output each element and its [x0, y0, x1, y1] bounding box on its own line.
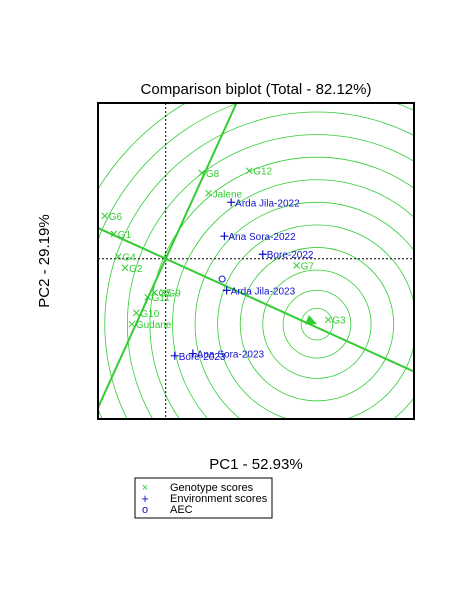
genotype-label: G3 — [332, 316, 346, 327]
genotype-label: G11 — [152, 293, 171, 304]
genotype-label: G8 — [206, 169, 220, 180]
legend-environment-symbol: + — [141, 491, 149, 506]
genotype-label: Jalene — [213, 189, 243, 200]
legend-genotype-symbol: × — [142, 482, 148, 494]
genotype-label: G4 — [122, 252, 136, 263]
genotype-point — [205, 189, 212, 197]
aec-abscissa-line — [98, 226, 414, 373]
genotype-point — [101, 212, 109, 220]
genotype-point — [160, 289, 167, 296]
aec-point-marker — [218, 275, 226, 283]
legend-aec-label: AEC — [170, 504, 193, 516]
environment-label: Ana Sora-2022 — [228, 232, 296, 243]
genotype-point — [114, 253, 122, 260]
y-axis-label: PC2 - 29.19% — [36, 214, 53, 307]
concentric-circle — [300, 308, 334, 341]
concentric-circle — [262, 269, 372, 379]
genotype-point — [144, 293, 152, 301]
genotype-label: G10 — [140, 309, 159, 320]
concentric-circle — [239, 247, 395, 402]
genotype-point — [245, 167, 253, 175]
environment-label: Bore-2023 — [179, 352, 226, 363]
genotype-point — [128, 320, 136, 328]
genotype-label: G1 — [118, 230, 132, 241]
environment-point — [188, 349, 197, 358]
legend-genotype-label: Genotype scores — [170, 482, 254, 494]
environment-point — [222, 286, 231, 295]
plot-frame — [97, 102, 415, 420]
legend-box — [134, 477, 273, 519]
genotype-label: Gudane — [136, 320, 172, 331]
genotype-point — [151, 289, 158, 296]
environment-point — [170, 351, 179, 360]
genotype-label: G12 — [253, 167, 272, 178]
concentric-circle — [172, 179, 414, 419]
genotype-point — [133, 309, 140, 317]
legend-aec-symbol: o — [142, 504, 148, 516]
genotype-point — [198, 169, 206, 177]
concentric-circle — [149, 156, 414, 419]
x-axis-label: PC1 - 52.93% — [209, 456, 302, 473]
genotype-point — [324, 316, 332, 324]
plot-area: G12G8JaleneG6G1G4G2G5G9G11G10GudaneG7G3A… — [98, 103, 414, 419]
genotype-point — [121, 264, 129, 272]
environment-point — [220, 232, 229, 241]
genotype-label: G9 — [167, 289, 181, 300]
legend-environment-label: Environment scores — [170, 493, 268, 505]
aec-ordinate-line — [98, 103, 238, 411]
ideal-arrow-head — [304, 315, 317, 325]
genotype-label: G2 — [129, 264, 143, 275]
concentric-circle — [126, 134, 414, 419]
concentric-circle — [282, 289, 352, 359]
genotype-label: G7 — [301, 262, 315, 273]
genotype-point — [293, 262, 300, 269]
environment-label: Arda Jila-2022 — [235, 198, 300, 209]
environment-point — [258, 250, 267, 259]
concentric-circle — [194, 201, 414, 419]
genotype-point — [110, 230, 118, 238]
environment-label: Arda Jila-2023 — [231, 286, 296, 297]
genotype-label: G6 — [109, 212, 123, 223]
environment-label: Ana Sora-2023 — [197, 350, 265, 361]
environment-point — [227, 198, 236, 207]
environment-label: Bore-2022 — [267, 250, 314, 261]
concentric-circle — [217, 224, 414, 419]
legend: × Genotype scores + Environment scores o… — [134, 477, 273, 519]
concentric-circle — [104, 111, 414, 419]
chart-title: Comparison biplot (Total - 82.12%) — [141, 81, 372, 98]
